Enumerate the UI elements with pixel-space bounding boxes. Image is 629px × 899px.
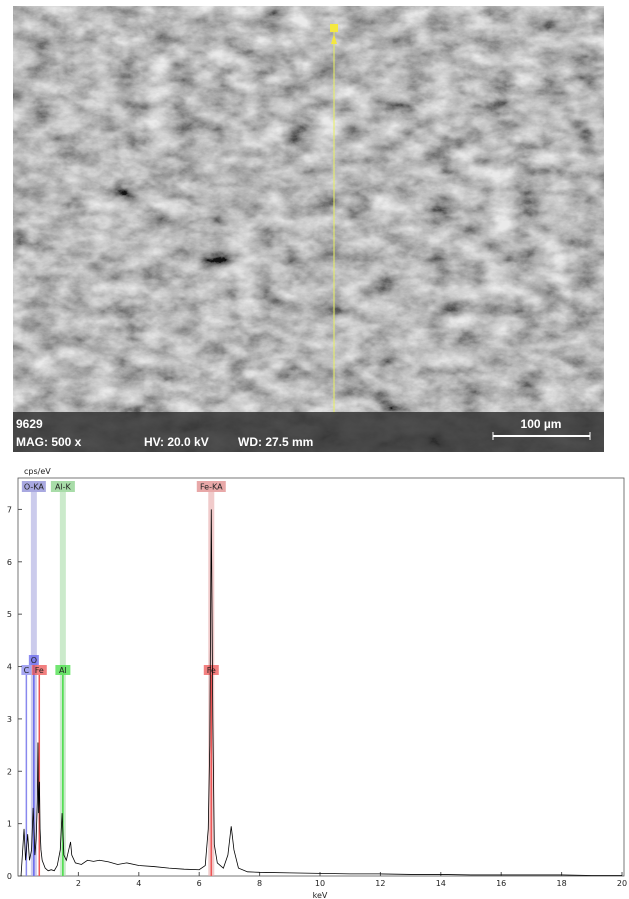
y-tick-label: 3 — [7, 715, 12, 724]
element-label: O-KA — [24, 483, 45, 492]
high-voltage: HV: 20.0 kV — [144, 435, 209, 449]
plot-frame — [18, 478, 624, 876]
x-tick-label: 16 — [496, 879, 506, 888]
x-tick-label: 8 — [257, 879, 262, 888]
spectrum-line — [21, 509, 622, 876]
y-tick-label: 6 — [7, 558, 12, 567]
element-marker-label: O — [31, 656, 37, 665]
x-tick-label: 18 — [557, 879, 567, 888]
x-tick-label: 14 — [436, 879, 446, 888]
magnification: MAG: 500 x — [16, 435, 82, 449]
sem-image: 9629 MAG: 500 x HV: 20.0 kV WD: 27.5 mm … — [13, 6, 604, 452]
y-tick-label: 5 — [7, 610, 12, 619]
y-tick-label: 4 — [7, 663, 12, 672]
element-marker-label: Fe — [35, 666, 44, 675]
x-axis-label: keV — [313, 891, 328, 899]
scan-marker — [330, 24, 338, 32]
x-tick-label: 12 — [375, 879, 385, 888]
element-marker-label: Al — [59, 666, 67, 675]
scale-bar-label: 100 µm — [521, 417, 562, 431]
sample-id: 9629 — [16, 417, 43, 431]
x-tick-label: 2 — [76, 879, 81, 888]
y-tick-label: 2 — [7, 767, 12, 776]
figure: 9629 MAG: 500 x HV: 20.0 kV WD: 27.5 mm … — [0, 0, 629, 899]
x-tick-label: 4 — [136, 879, 141, 888]
element-label: Al-K — [55, 483, 72, 492]
y-axis-label: cps/eV — [24, 467, 51, 476]
working-distance: WD: 27.5 mm — [238, 435, 313, 449]
sem-texture — [13, 6, 604, 452]
y-tick-label: 7 — [7, 505, 12, 514]
x-tick-label: 10 — [315, 879, 325, 888]
y-tick-label: 0 — [7, 872, 12, 881]
x-tick-label: 20 — [617, 879, 627, 888]
element-label: Fe-KA — [200, 483, 223, 492]
y-tick-label: 1 — [7, 820, 12, 829]
x-tick-label: 6 — [197, 879, 202, 888]
page: {"sem_image": {"sample": "9629", "mag": … — [0, 0, 629, 899]
element-marker-label: Fe — [207, 666, 216, 675]
element-marker-label: C — [24, 666, 30, 675]
